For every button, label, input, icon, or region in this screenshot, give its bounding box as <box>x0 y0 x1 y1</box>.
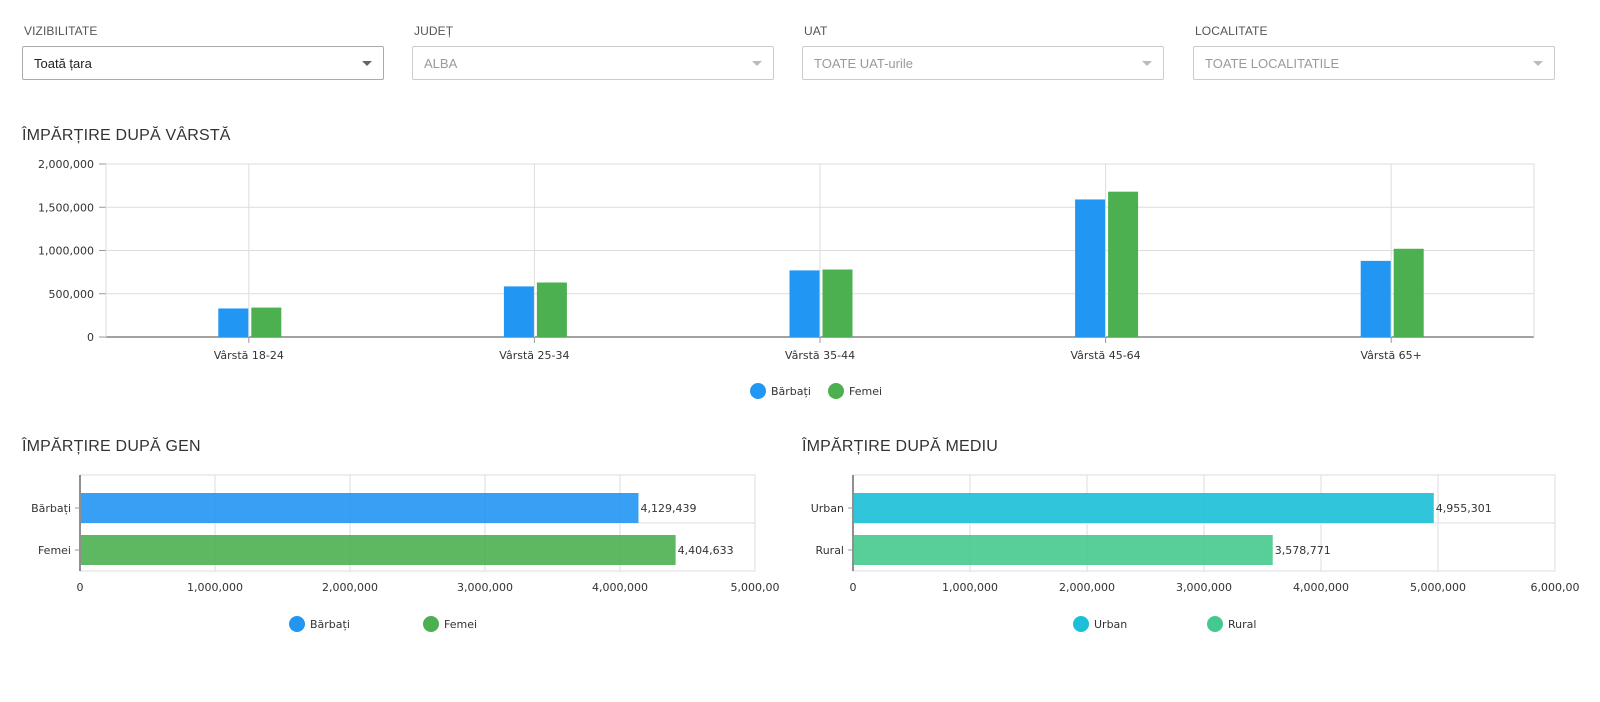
data-label: 4,404,633 <box>678 544 734 557</box>
uat-select[interactable]: TOATE UAT-urile <box>802 46 1164 80</box>
y-tick-label: 0 <box>87 331 94 344</box>
filter-label: JUDEȚ <box>414 24 454 38</box>
bar-femei <box>1108 191 1139 337</box>
legend-label: Bărbați <box>310 618 350 631</box>
legend-swatch <box>1073 616 1089 632</box>
gender-chart-title: ÎMPĂRȚIRE DUPĂ GEN <box>22 438 201 455</box>
x-tick-label: Vârstă 25-34 <box>499 349 569 362</box>
bar-femei <box>1393 248 1424 337</box>
bar-femei <box>251 307 282 337</box>
x-tick-label: Vârstă 65+ <box>1360 349 1421 362</box>
filter-localitate: LOCALITATE TOATE LOCALITATILE <box>1193 24 1555 80</box>
legend-label: Rural <box>1228 618 1256 631</box>
select-value: Toată țara <box>34 55 92 71</box>
x-tick-label: Vârstă 45-64 <box>1071 349 1141 362</box>
environment-chart-title: ÎMPĂRȚIRE DUPĂ MEDIU <box>802 438 999 455</box>
legend-swatch <box>828 383 844 399</box>
bar-barbati <box>1360 260 1391 337</box>
chevron-down-icon <box>1142 60 1152 66</box>
y-tick-label: Bărbați <box>31 502 71 515</box>
vizibilitate-select[interactable]: Toată țara <box>22 46 384 80</box>
x-tick-label: 6,000,00 <box>1531 581 1580 594</box>
x-tick-label: 5,000,000 <box>1410 581 1466 594</box>
select-value: TOATE LOCALITATILE <box>1205 55 1340 71</box>
legend-label: Urban <box>1094 618 1127 631</box>
y-tick-label: Rural <box>816 544 844 557</box>
x-tick-label: 1,000,000 <box>942 581 998 594</box>
bar-barbati <box>503 286 534 337</box>
filter-vizibilitate: VIZIBILITATE Toată țara <box>22 24 384 80</box>
x-tick-label: 3,000,000 <box>1176 581 1232 594</box>
bar-barbati <box>1075 199 1106 337</box>
bar-femei <box>822 269 853 337</box>
y-tick-label: Urban <box>811 502 844 515</box>
bar-femei <box>536 282 567 337</box>
legend-label: Femei <box>444 618 477 631</box>
chevron-down-icon <box>752 60 762 66</box>
age-chart: 2,000,000 1,500,000 1,000,000 500,000 0 Vârst… <box>38 158 1535 399</box>
x-tick-label: 5,000,00 <box>731 581 780 594</box>
x-tick-label: 0 <box>850 581 857 594</box>
y-tick-label: Femei <box>38 544 71 557</box>
x-tick-label: Vârstă 18-24 <box>214 349 284 362</box>
x-tick-label: 4,000,000 <box>592 581 648 594</box>
bar-barbati <box>218 308 249 337</box>
bar <box>854 493 1434 523</box>
x-tick-label: 0 <box>77 581 84 594</box>
age-chart-title: ÎMPĂRȚIRE DUPĂ VÂRSTĂ <box>22 127 231 144</box>
bar-barbati <box>789 270 820 337</box>
x-tick-label: 4,000,000 <box>1293 581 1349 594</box>
bar <box>854 535 1273 565</box>
chevron-down-icon <box>1533 60 1543 66</box>
data-label: 4,955,301 <box>1436 502 1492 515</box>
y-tick-label: 500,000 <box>49 288 95 301</box>
x-tick-label: 2,000,000 <box>322 581 378 594</box>
data-label: 3,578,771 <box>1275 544 1331 557</box>
data-label: 4,129,439 <box>640 502 696 515</box>
filter-judet: JUDEȚ ALBA <box>412 24 774 80</box>
filter-label: VIZIBILITATE <box>24 24 98 38</box>
legend-label: Femei <box>849 385 882 398</box>
legend-swatch <box>289 616 305 632</box>
select-value: TOATE UAT-urile <box>814 55 913 71</box>
localitate-select[interactable]: TOATE LOCALITATILE <box>1193 46 1555 80</box>
bar <box>81 493 639 523</box>
filter-label: UAT <box>804 24 828 38</box>
chevron-down-icon <box>362 60 372 66</box>
filter-label: LOCALITATE <box>1195 24 1268 38</box>
legend-swatch <box>750 383 766 399</box>
x-tick-label: 1,000,000 <box>187 581 243 594</box>
y-tick-label: 1,500,000 <box>38 201 94 214</box>
filter-uat: UAT TOATE UAT-urile <box>802 24 1164 80</box>
legend-swatch <box>423 616 439 632</box>
judet-select[interactable]: ALBA <box>412 46 774 80</box>
x-tick-label: Vârstă 35-44 <box>785 349 855 362</box>
select-value: ALBA <box>424 55 458 71</box>
gender-chart: 0 1,000,000 2,000,000 3,000,000 4,000,000 5,0… <box>31 474 780 632</box>
x-tick-label: 2,000,000 <box>1059 581 1115 594</box>
legend-label: Bărbați <box>771 385 811 398</box>
bar <box>81 535 676 565</box>
y-tick-label: 1,000,000 <box>38 245 94 258</box>
legend-swatch <box>1207 616 1223 632</box>
environment-chart: 0 1,000,000 2,000,000 3,000,000 4,000,000 5,0… <box>811 474 1580 632</box>
y-tick-label: 2,000,000 <box>38 158 94 171</box>
x-tick-label: 3,000,000 <box>457 581 513 594</box>
